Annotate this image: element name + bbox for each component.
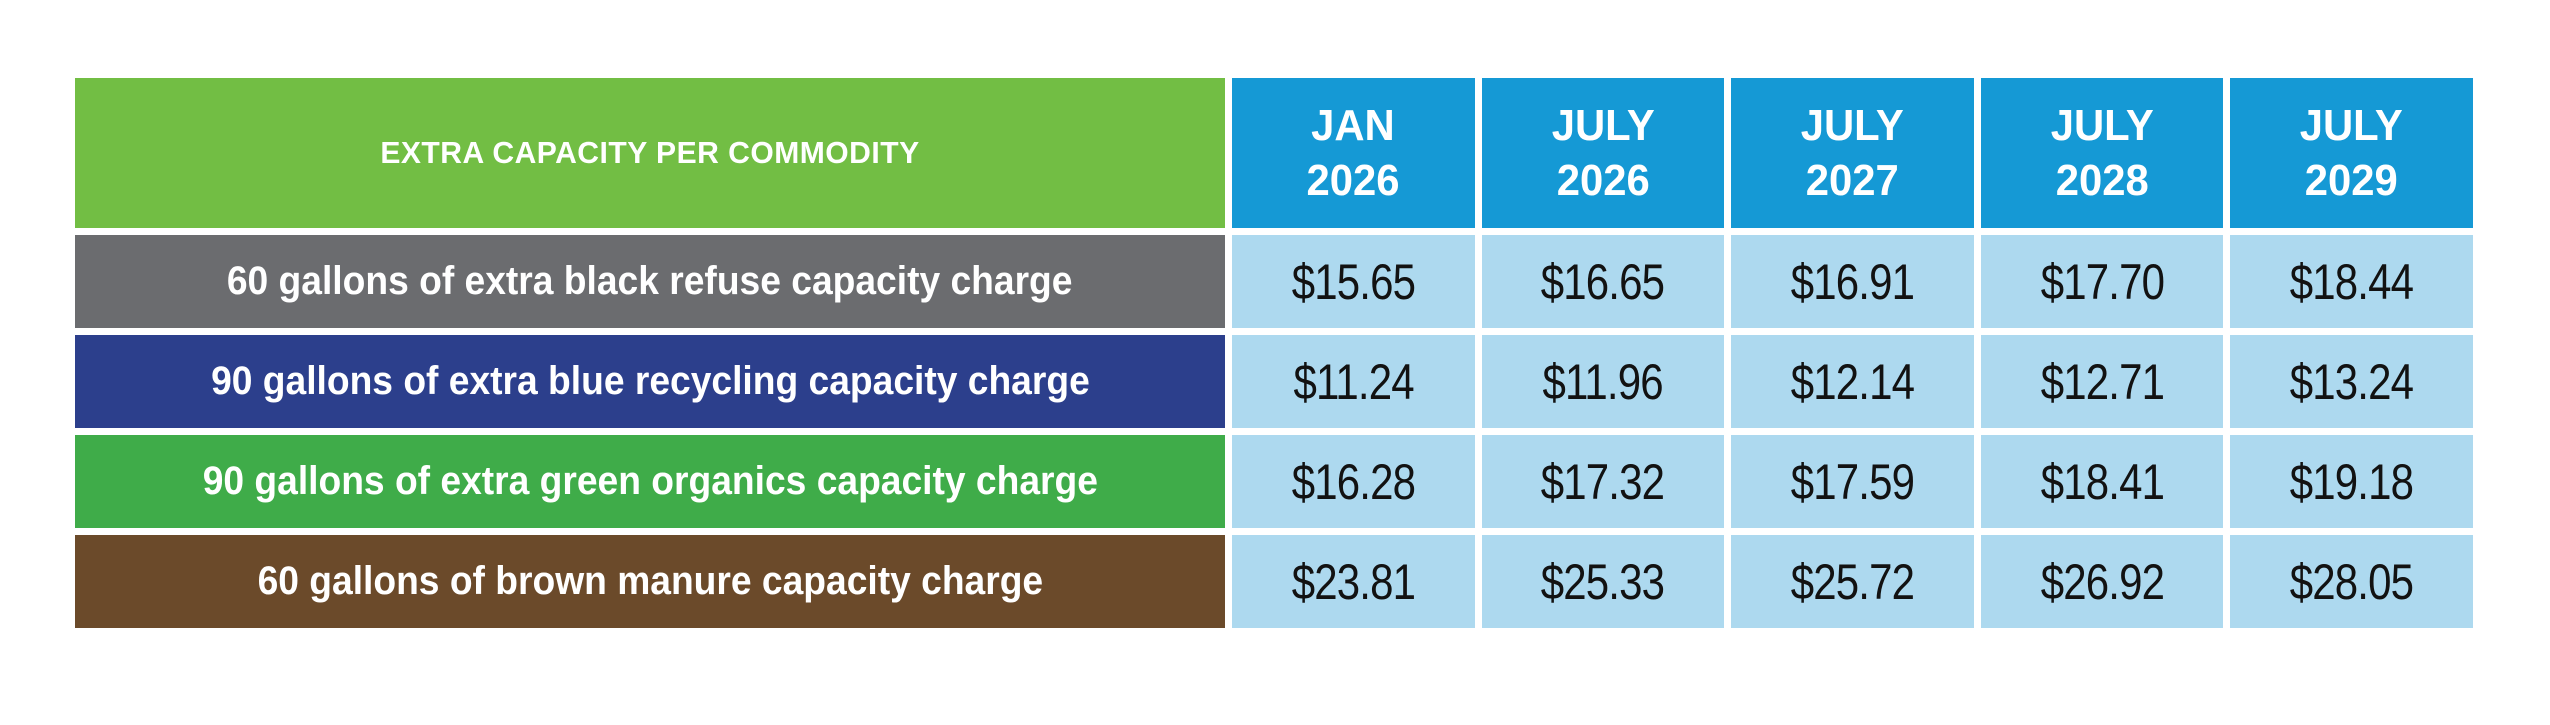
value-text: $16.28: [1291, 453, 1416, 510]
value-cell: $11.96: [1481, 335, 1725, 428]
value-text: $11.96: [1542, 353, 1664, 410]
value-text: $17.70: [2040, 253, 2164, 310]
value-cell: $23.81: [1232, 535, 1475, 628]
value-cell: $19.18: [2230, 435, 2473, 528]
value-cell: $16.28: [1232, 435, 1475, 528]
value-text: $16.65: [1541, 253, 1665, 310]
value-cell: $16.91: [1731, 235, 1974, 328]
value-cell: $15.65: [1232, 235, 1475, 328]
column-header-label: JULY 2028: [2050, 101, 2154, 205]
value-text: $25.33: [1541, 553, 1665, 610]
value-text: $12.71: [2040, 353, 2164, 410]
extra-capacity-table: EXTRA CAPACITY PER COMMODITY JAN 2026 JULY…: [75, 78, 2473, 628]
row-label-text: 60 gallons of brown manure capacity char…: [257, 559, 1043, 603]
value-cell: $26.92: [1980, 535, 2224, 628]
row-label: 90 gallons of extra blue recycling capac…: [75, 335, 1225, 428]
row-label-text: 60 gallons of extra black refuse capacit…: [227, 259, 1073, 303]
column-header-july-2028: JULY 2028: [1980, 78, 2224, 228]
value-text: $11.24: [1293, 353, 1414, 410]
value-text: $26.92: [2040, 553, 2164, 610]
value-cell: $12.14: [1731, 335, 1974, 428]
column-header-jan-2026: JAN 2026: [1232, 78, 1475, 228]
value-cell: $13.24: [2230, 335, 2473, 428]
column-header-july-2029: JULY 2029: [2230, 78, 2473, 228]
value-cell: $11.24: [1232, 335, 1475, 428]
column-header-july-2027: JULY 2027: [1731, 78, 1974, 228]
value-text: $28.05: [2289, 553, 2414, 610]
column-header-label: JULY 2027: [1800, 101, 1904, 205]
value-text: $15.65: [1291, 253, 1416, 310]
value-text: $23.81: [1291, 553, 1416, 610]
value-cell: $28.05: [2230, 535, 2473, 628]
row-label-text: 90 gallons of extra green organics capac…: [202, 459, 1098, 503]
value-text: $18.44: [2289, 253, 2414, 310]
value-cell: $17.32: [1481, 435, 1725, 528]
table-corner-header: EXTRA CAPACITY PER COMMODITY: [75, 78, 1225, 228]
value-cell: $25.33: [1481, 535, 1725, 628]
table-title: EXTRA CAPACITY PER COMMODITY: [380, 135, 920, 170]
row-label-text: 90 gallons of extra blue recycling capac…: [210, 359, 1090, 403]
value-cell: $18.41: [1980, 435, 2224, 528]
value-text: $17.32: [1541, 453, 1665, 510]
column-header-label: JULY 2029: [2300, 101, 2404, 205]
value-cell: $16.65: [1481, 235, 1725, 328]
value-cell: $12.71: [1980, 335, 2224, 428]
value-text: $16.91: [1790, 253, 1915, 310]
value-cell: $25.72: [1731, 535, 1974, 628]
value-text: $12.14: [1790, 353, 1915, 410]
value-cell: $18.44: [2230, 235, 2473, 328]
value-text: $13.24: [2289, 353, 2414, 410]
value-text: $17.59: [1790, 453, 1915, 510]
row-label: 60 gallons of extra black refuse capacit…: [75, 235, 1225, 328]
column-header-label: JAN 2026: [1306, 101, 1400, 205]
value-cell: $17.59: [1731, 435, 1974, 528]
value-text: $19.18: [2289, 453, 2414, 510]
value-cell: $17.70: [1980, 235, 2224, 328]
value-text: $18.41: [2040, 453, 2164, 510]
value-text: $25.72: [1790, 553, 1915, 610]
row-label: 60 gallons of brown manure capacity char…: [75, 535, 1225, 628]
column-header-july-2026: JULY 2026: [1481, 78, 1725, 228]
row-label: 90 gallons of extra green organics capac…: [75, 435, 1225, 528]
column-header-label: JULY 2026: [1551, 101, 1655, 205]
